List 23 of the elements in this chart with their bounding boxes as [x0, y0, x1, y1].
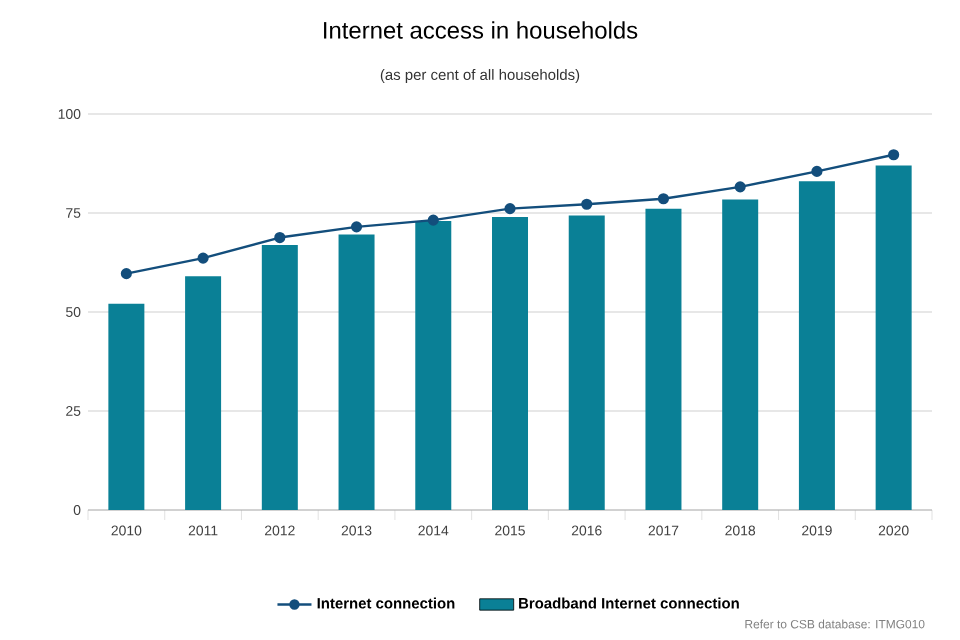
point: [120, 268, 132, 280]
bar: [108, 303, 145, 510]
bar: [798, 181, 835, 510]
bar: [185, 276, 222, 510]
bar: [261, 245, 298, 510]
point: [657, 193, 670, 205]
point: [350, 221, 363, 233]
chart-title: Internet access in households: [324, 21, 638, 39]
bar: [722, 199, 759, 510]
bar: [338, 234, 375, 510]
bar: [645, 208, 682, 510]
point: [197, 252, 209, 264]
bar: [568, 215, 605, 510]
bar: [492, 216, 529, 510]
bar: [875, 165, 912, 510]
point: [811, 165, 823, 177]
bar: [415, 220, 452, 510]
point: [581, 198, 593, 210]
point: [274, 231, 286, 244]
point: [734, 181, 746, 193]
point: [888, 149, 900, 161]
point: [427, 214, 439, 226]
point: [504, 203, 516, 215]
